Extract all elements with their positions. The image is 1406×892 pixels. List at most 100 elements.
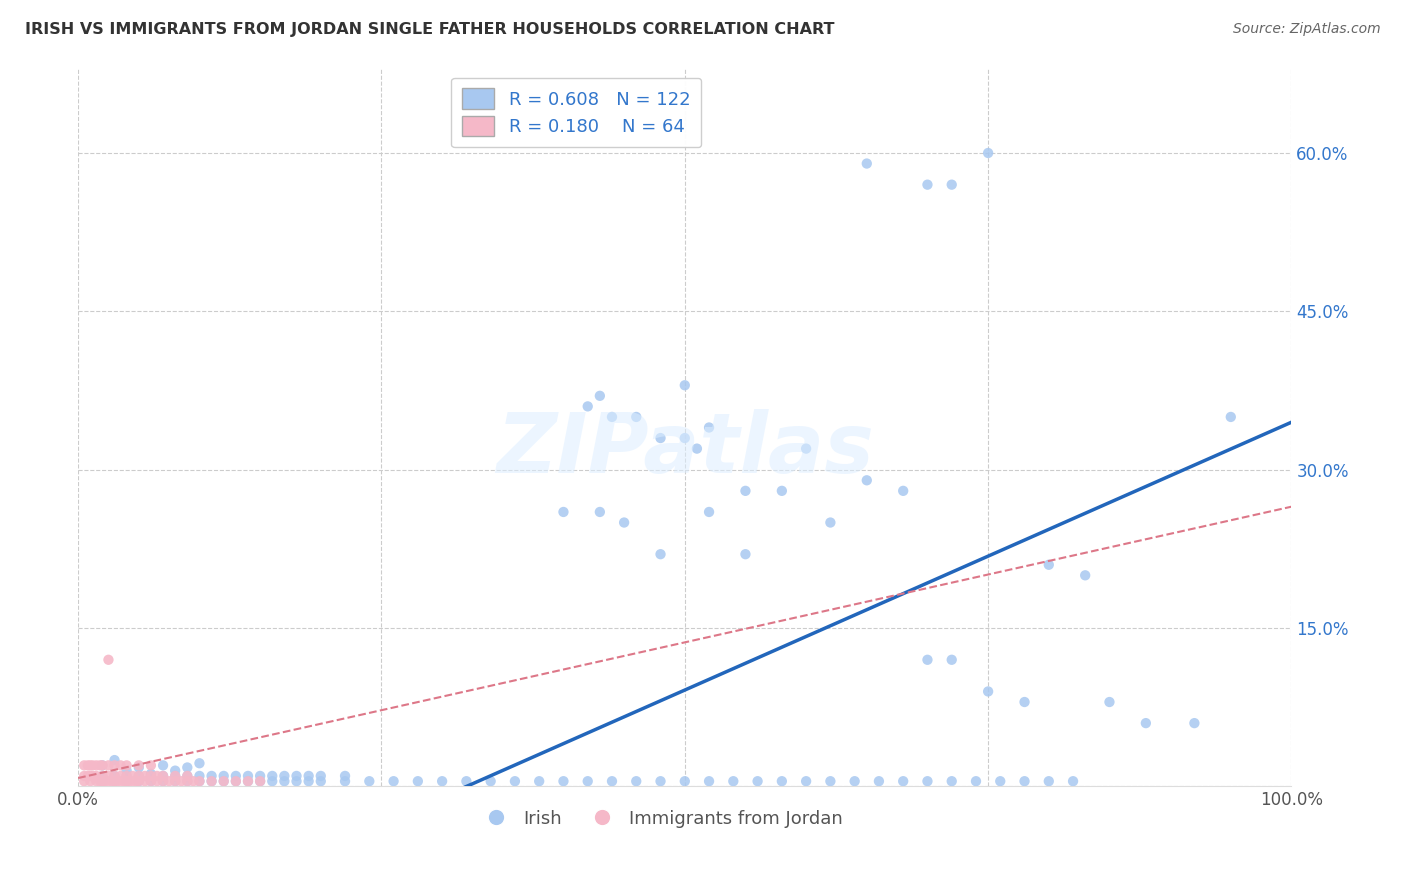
Point	[79, 774, 101, 789]
Point	[139, 774, 162, 789]
Point	[225, 769, 247, 783]
Point	[382, 774, 405, 789]
Point	[97, 758, 120, 772]
Point	[285, 774, 308, 789]
Point	[977, 684, 1000, 698]
Point	[79, 769, 101, 783]
Point	[309, 774, 332, 789]
Point	[139, 769, 162, 783]
Point	[225, 774, 247, 789]
Point	[697, 420, 720, 434]
Point	[97, 653, 120, 667]
Point	[134, 774, 156, 789]
Point	[891, 774, 914, 789]
Point	[110, 769, 132, 783]
Point	[249, 769, 271, 783]
Point	[1182, 716, 1205, 731]
Point	[600, 409, 623, 424]
Point	[183, 774, 205, 789]
Point	[97, 769, 120, 783]
Point	[188, 774, 211, 789]
Point	[128, 760, 150, 774]
Point	[73, 774, 96, 789]
Point	[152, 769, 174, 783]
Point	[176, 774, 198, 789]
Point	[212, 769, 235, 783]
Point	[527, 774, 550, 789]
Point	[273, 769, 295, 783]
Point	[73, 758, 96, 772]
Point	[103, 769, 125, 783]
Point	[103, 774, 125, 789]
Point	[794, 442, 817, 456]
Point	[1219, 409, 1241, 424]
Point	[747, 774, 769, 789]
Point	[115, 769, 138, 783]
Point	[249, 774, 271, 789]
Point	[1074, 568, 1097, 582]
Point	[589, 389, 612, 403]
Point	[650, 547, 672, 561]
Point	[236, 774, 259, 789]
Point	[112, 774, 135, 789]
Point	[503, 774, 526, 789]
Point	[91, 769, 114, 783]
Point	[128, 774, 150, 789]
Point	[200, 774, 222, 789]
Point	[103, 758, 125, 772]
Point	[115, 774, 138, 789]
Point	[1098, 695, 1121, 709]
Point	[165, 774, 187, 789]
Point	[139, 774, 162, 789]
Point	[118, 774, 141, 789]
Point	[770, 774, 793, 789]
Point	[121, 769, 143, 783]
Legend: Irish, Immigrants from Jordan: Irish, Immigrants from Jordan	[471, 803, 849, 835]
Point	[86, 769, 108, 783]
Point	[79, 758, 101, 772]
Point	[1038, 558, 1060, 572]
Point	[868, 774, 890, 789]
Point	[165, 764, 187, 778]
Point	[673, 431, 696, 445]
Point	[82, 758, 104, 772]
Point	[97, 774, 120, 789]
Point	[89, 774, 111, 789]
Point	[176, 760, 198, 774]
Point	[176, 774, 198, 789]
Point	[128, 774, 150, 789]
Point	[626, 774, 648, 789]
Point	[115, 774, 138, 789]
Point	[91, 769, 114, 783]
Text: ZIPatlas: ZIPatlas	[496, 409, 873, 490]
Point	[176, 769, 198, 783]
Text: Source: ZipAtlas.com: Source: ZipAtlas.com	[1233, 22, 1381, 37]
Point	[697, 774, 720, 789]
Point	[165, 769, 187, 783]
Point	[115, 758, 138, 772]
Point	[105, 774, 128, 789]
Point	[249, 774, 271, 789]
Point	[941, 774, 963, 789]
Point	[1014, 774, 1036, 789]
Point	[600, 774, 623, 789]
Point	[456, 774, 478, 789]
Point	[673, 378, 696, 392]
Point	[553, 505, 575, 519]
Point	[212, 774, 235, 789]
Point	[576, 774, 599, 789]
Point	[165, 769, 187, 783]
Point	[188, 774, 211, 789]
Point	[917, 178, 939, 192]
Point	[128, 769, 150, 783]
Point	[152, 774, 174, 789]
Point	[188, 769, 211, 783]
Point	[134, 769, 156, 783]
Point	[298, 769, 321, 783]
Point	[406, 774, 429, 789]
Point	[333, 774, 356, 789]
Point	[200, 769, 222, 783]
Point	[139, 767, 162, 781]
Text: IRISH VS IMMIGRANTS FROM JORDAN SINGLE FATHER HOUSEHOLDS CORRELATION CHART: IRISH VS IMMIGRANTS FROM JORDAN SINGLE F…	[25, 22, 835, 37]
Point	[1062, 774, 1084, 789]
